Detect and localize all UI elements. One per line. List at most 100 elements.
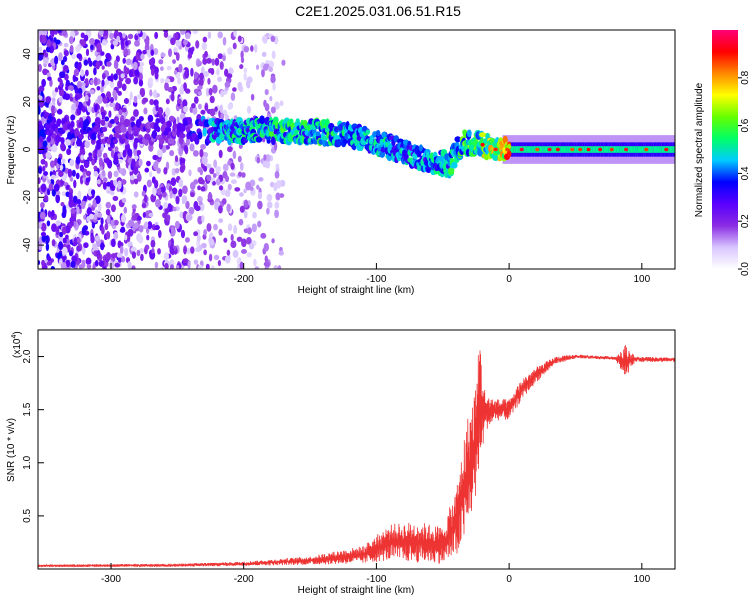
noise-blob [175,265,180,269]
noise-blob [230,179,237,185]
noise-blob [71,169,76,177]
ridge-blob [39,129,47,137]
noise-blob [113,73,118,81]
noise-blob [122,57,126,64]
noise-blob [56,162,60,169]
noise-blob [105,91,112,99]
noise-blob [186,214,193,221]
snr-x-tick-label: -200 [234,574,254,585]
noise-blob [182,185,188,195]
noise-blob [238,171,242,177]
ridge-blob [38,135,44,143]
noise-blob [83,195,88,202]
ridge-blob [379,150,386,158]
noise-blob [277,265,282,269]
noise-blob [232,42,237,50]
noise-blob [104,79,110,86]
noise-blob [71,53,76,60]
ridge-blob [375,129,381,137]
noise-blob [146,160,151,167]
noise-blob [43,52,49,58]
noise-blob [184,32,191,40]
noise-blob [172,59,177,64]
ridge-peak [609,147,614,152]
ridge-blob [178,133,186,139]
spectrogram-x-tick-label: -100 [366,274,386,285]
noise-blob [264,255,268,263]
noise-blob [67,168,73,178]
noise-blob [150,49,155,57]
spectrogram-y-label: Frequency (Hz) [6,116,17,185]
noise-blob [201,214,205,223]
noise-blob [204,104,208,111]
noise-blob [110,43,115,50]
noise-blob [109,79,115,89]
noise-blob [113,231,119,240]
noise-blob [50,30,55,39]
noise-blob [123,48,129,57]
noise-blob [63,42,69,48]
noise-blob [86,264,92,269]
noise-blob [230,233,234,241]
noise-blob [213,223,218,231]
noise-blob [152,186,157,196]
noise-blob [270,106,276,114]
noise-blob [261,136,266,143]
noise-blob [136,94,142,100]
spectrum-band-core [672,146,675,153]
noise-blob [217,31,223,39]
noise-blob [73,68,80,77]
noise-blob [114,262,121,268]
snr-series-line [38,345,675,568]
spectrum-band-core [621,146,626,153]
noise-blob [83,242,89,249]
noise-blob [214,106,218,112]
noise-blob [175,52,180,61]
ridge-blob [259,115,265,125]
noise-blob [101,226,105,235]
ridge-blob [127,125,132,135]
noise-blob [68,36,74,45]
noise-blob [65,85,69,91]
noise-blob [138,248,145,253]
noise-blob [121,107,127,113]
noise-blob [204,50,208,58]
noise-blob [69,159,75,167]
colorbar-tick-label: 0.6 [740,118,750,132]
noise-blob [46,220,51,227]
noise-blob [112,179,118,187]
ridge-blob [185,125,191,133]
noise-blob [88,155,93,162]
spectrum-band-core [651,146,655,153]
noise-blob [90,235,95,244]
spectrogram-y-tick-label: 40 [22,48,33,60]
noise-blob [217,259,222,267]
noise-blob [41,78,46,88]
noise-blob [190,192,195,198]
noise-blob [138,65,144,73]
noise-blob [80,69,85,77]
noise-blob [89,213,95,220]
noise-blob [217,76,222,83]
ridge-blob [492,155,500,161]
noise-blob [100,84,104,93]
noise-blob [80,39,87,47]
noise-blob [49,78,53,87]
ridge-blob [335,139,343,147]
noise-blob [178,179,184,188]
noise-blob [208,87,213,96]
noise-blob [62,55,68,63]
noise-blob [98,260,105,267]
noise-blob [239,205,245,213]
ridge-blob [159,116,166,125]
svg-text:(x104): (x104) [11,331,23,358]
noise-blob [241,238,247,248]
noise-blob [58,88,65,97]
noise-blob [169,246,175,255]
colorbar-tick-label: 0.8 [740,70,750,84]
ridge-blob [168,115,175,123]
noise-blob [250,45,254,52]
noise-blob [207,31,212,39]
noise-blob [129,175,135,181]
snr-background [38,330,675,569]
